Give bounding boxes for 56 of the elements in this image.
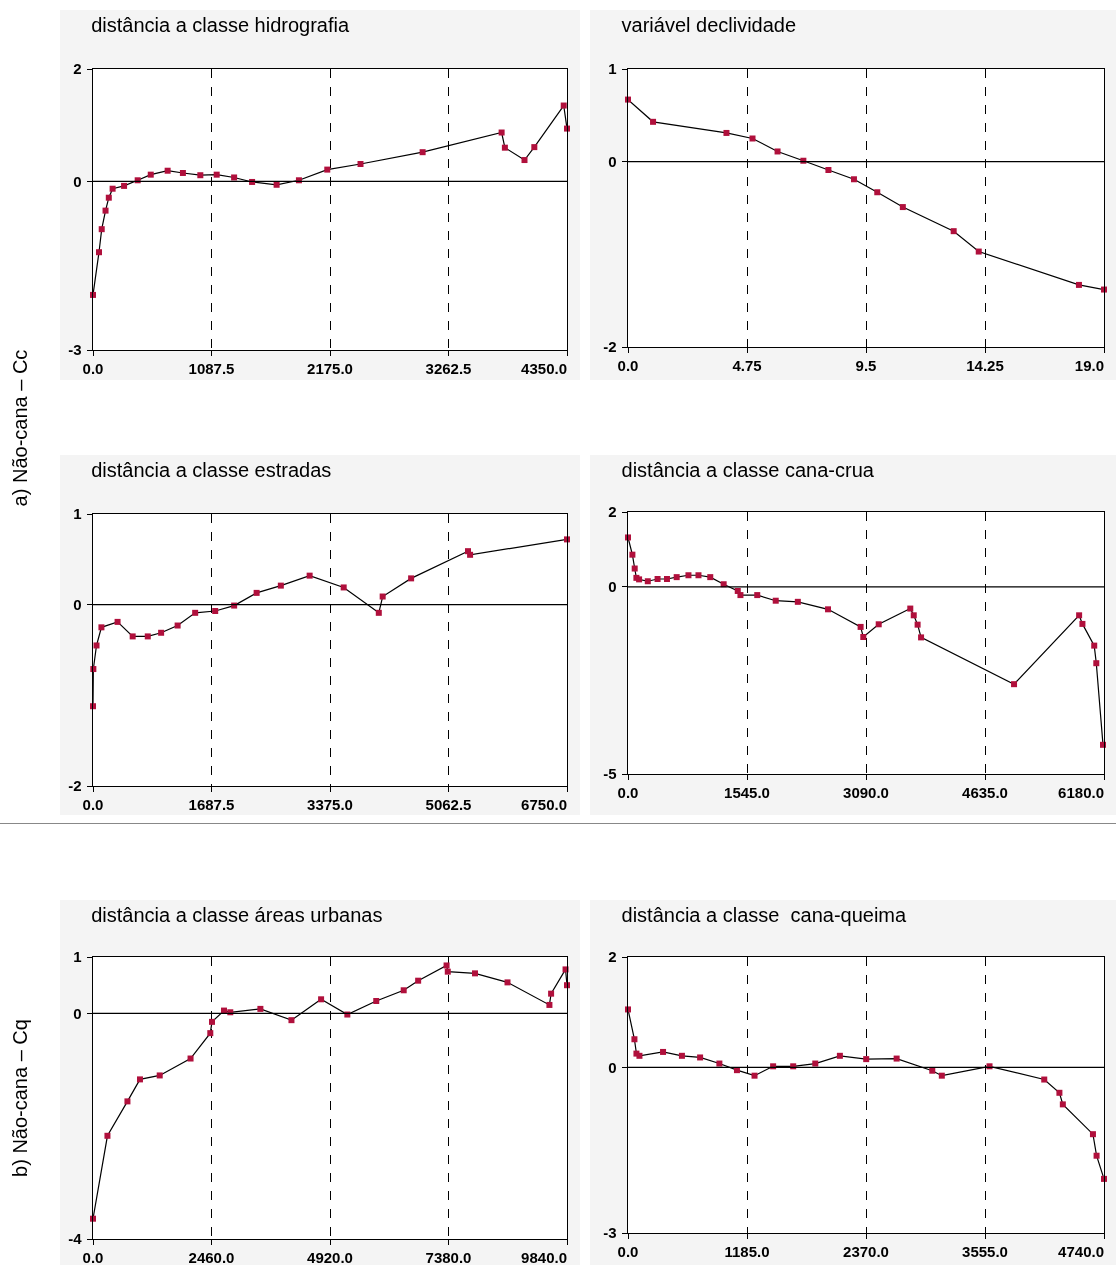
x-tick-label: 4.75 [732,357,762,375]
chart-title: variável declividade [621,14,797,36]
y-tick-label: 0 [608,152,617,170]
x-tick-label: 0.0 [617,1243,639,1261]
x-tick-label: 1545.0 [724,784,770,802]
chart-title: distância a classe estradas [91,459,332,481]
y-tick-label: 2 [73,60,82,78]
y-tick-label: 0 [73,595,82,613]
y-tick-label: 2 [608,948,617,966]
x-tick-label: 4350.0 [521,360,567,378]
x-tick-label: 2460.0 [188,1249,235,1267]
y-tick-label: -5 [603,765,617,783]
x-tick-label: 5062.5 [425,796,472,814]
x-tick-label: 9.5 [855,357,877,375]
y-tick-label: 0 [73,172,82,190]
x-tick-label: 7380.0 [425,1249,472,1267]
x-tick-label: 2370.0 [843,1243,889,1261]
chart-title: distância a classe hidrografia [91,14,350,36]
y-tick-label: 2 [608,503,617,521]
y-tick-label: -2 [603,338,617,356]
y-tick-label: 0 [73,1004,82,1022]
y-tick-label: 0 [608,578,617,596]
x-tick-label: 9840.0 [521,1249,567,1267]
x-tick-label: 6750.0 [521,796,567,814]
x-tick-label: 1185.0 [724,1243,770,1261]
chart-title: distância a classe cana-queima [621,904,908,926]
x-tick-label: 2175.0 [307,360,353,378]
x-tick-label: 1087.5 [188,360,235,378]
x-tick-label: 6180.0 [1058,784,1104,802]
y-tick-label: 0 [608,1058,617,1076]
x-tick-label: 4635.0 [962,784,1008,802]
x-tick-label: 14.25 [966,357,1004,375]
x-tick-label: 4740.0 [1058,1243,1104,1261]
chart-title: distância a classe áreas urbanas [91,904,383,926]
y-tick-label: -3 [603,1224,617,1242]
x-tick-label: 19.0 [1074,357,1104,375]
x-tick-label: 3555.0 [962,1243,1008,1261]
y-tick-label: -4 [68,1230,83,1248]
y-tick-label: 1 [73,948,82,966]
y-tick-label: -2 [68,777,82,795]
y-axis-title: a) Não-cana – Cc [8,349,32,506]
y-tick-label: 1 [608,60,617,78]
x-tick-label: 3375.0 [307,796,353,814]
y-tick-label: 1 [73,505,82,523]
x-tick-label: 3262.5 [425,360,472,378]
x-tick-label: 3090.0 [843,784,889,802]
x-tick-label: 0.0 [617,784,639,802]
x-tick-label: 4920.0 [307,1249,353,1267]
y-axis-title: b) Não-cana – Cq [8,1019,32,1177]
y-tick-label: -3 [68,341,82,359]
x-tick-label: 0.0 [82,1249,104,1267]
x-tick-label: 0.0 [82,360,104,378]
chart-title: distância a classe cana-crua [621,459,875,481]
x-tick-label: 1687.5 [188,796,235,814]
x-tick-label: 0.0 [82,796,104,814]
x-tick-label: 0.0 [617,357,639,375]
